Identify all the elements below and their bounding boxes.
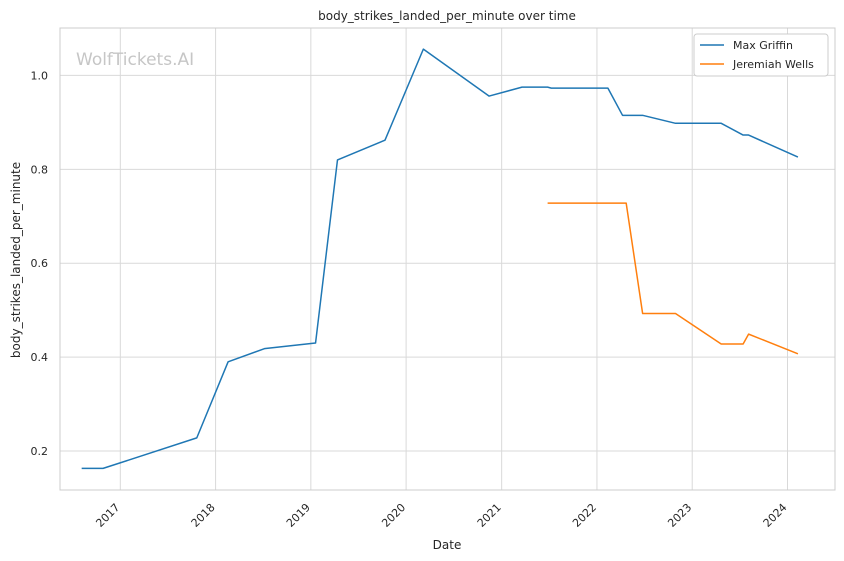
y-tick-label: 0.4 (31, 351, 49, 364)
x-axis-ticks: 2017 2018 2019 2020 2021 2022 2023 2024 (93, 501, 789, 530)
y-tick-label: 0.8 (31, 163, 49, 176)
x-axis-label: Date (433, 538, 462, 552)
x-tick-label: 2021 (475, 501, 504, 530)
chart-title: body_strikes_landed_per_minute over time (318, 9, 576, 23)
y-tick-label: 1.0 (31, 69, 49, 82)
legend-label: Jeremiah Wells (732, 58, 814, 71)
x-tick-label: 2022 (570, 501, 599, 530)
plot-area (59, 27, 836, 491)
legend-box (693, 33, 829, 77)
series-layer (81, 48, 799, 470)
series-line-jeremiah-wells (547, 202, 799, 355)
legend-label: Max Griffin (733, 39, 793, 52)
y-tick-label: 0.6 (31, 257, 49, 270)
watermark: WolfTickets.AI (76, 50, 194, 70)
series-line-max-griffin (81, 48, 799, 470)
x-tick-label: 2020 (379, 501, 408, 530)
y-tick-label: 0.2 (31, 445, 49, 458)
x-tick-label: 2017 (93, 501, 122, 530)
x-tick-label: 2018 (189, 501, 218, 530)
x-tick-label: 2019 (284, 501, 313, 530)
grid (60, 28, 835, 490)
y-axis-label: body_strikes_landed_per_minute (9, 162, 23, 358)
legend: Max Griffin Jeremiah Wells (693, 33, 829, 77)
x-tick-label: 2023 (665, 501, 694, 530)
y-axis-ticks: 0.2 0.4 0.6 0.8 1.0 (31, 69, 49, 458)
x-tick-label: 2024 (761, 501, 790, 530)
